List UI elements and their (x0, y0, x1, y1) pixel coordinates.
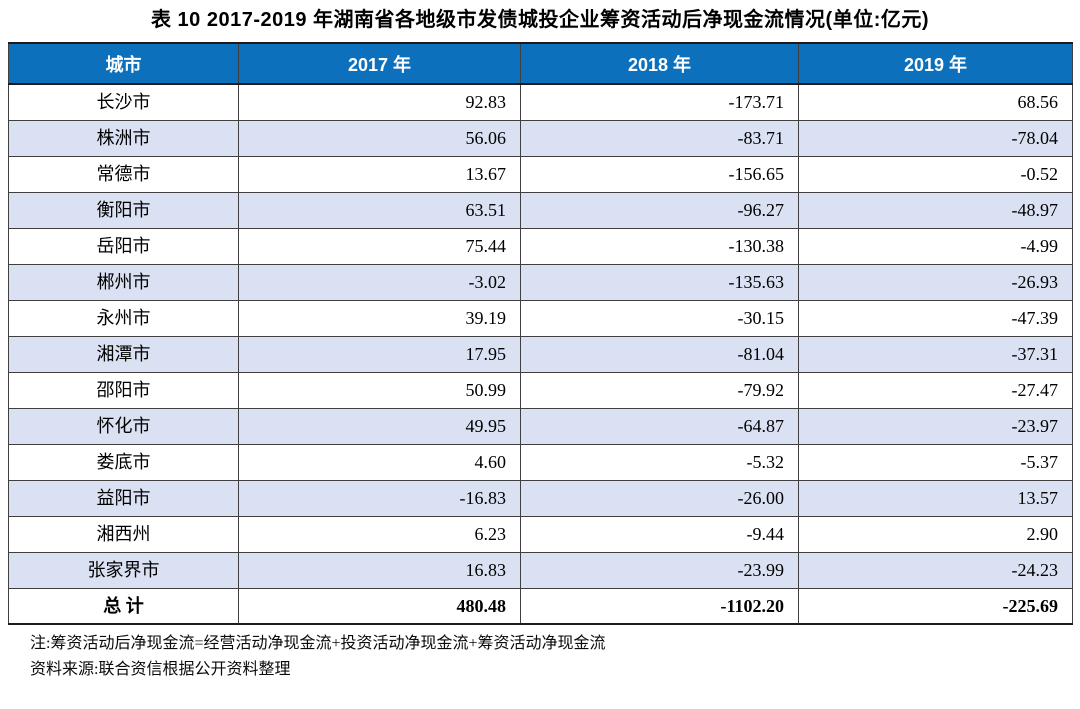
city-cell: 湘西州 (8, 515, 239, 553)
value-cell-2018: -79.92 (520, 371, 799, 409)
column-header-2018: 2018 年 (520, 42, 799, 85)
table-row: 常德市 13.67 -156.65 -0.52 (8, 155, 1073, 193)
city-cell: 常德市 (8, 155, 239, 193)
value-cell-2018: -173.71 (520, 83, 799, 121)
value-cell-2017: 49.95 (238, 407, 521, 445)
value-cell-2017: 92.83 (238, 83, 521, 121)
value-cell-2018: -64.87 (520, 407, 799, 445)
table-row: 张家界市 16.83 -23.99 -24.23 (8, 551, 1073, 589)
value-cell-2019: -225.69 (798, 587, 1073, 625)
table-row: 岳阳市 75.44 -130.38 -4.99 (8, 227, 1073, 265)
city-cell: 邵阳市 (8, 371, 239, 409)
value-cell-2017: -3.02 (238, 263, 521, 301)
value-cell-2018: -1102.20 (520, 587, 799, 625)
city-cell: 岳阳市 (8, 227, 239, 265)
table-header: 城市 2017 年 2018 年 2019 年 (8, 42, 1073, 85)
value-cell-2018: -130.38 (520, 227, 799, 265)
column-header-2019: 2019 年 (798, 42, 1073, 85)
table-row: 株洲市 56.06 -83.71 -78.04 (8, 119, 1073, 157)
table-footnotes: 注:筹资活动后净现金流=经营活动净现金流+投资活动净现金流+筹资活动净现金流 资… (30, 632, 1080, 682)
column-header-city: 城市 (8, 42, 239, 85)
city-cell: 益阳市 (8, 479, 239, 517)
value-cell-2019: -26.93 (798, 263, 1073, 301)
table-row: 邵阳市 50.99 -79.92 -27.47 (8, 371, 1073, 409)
value-cell-2017: 39.19 (238, 299, 521, 337)
city-cell: 张家界市 (8, 551, 239, 589)
table-row: 益阳市 -16.83 -26.00 13.57 (8, 479, 1073, 517)
value-cell-2017: 13.67 (238, 155, 521, 193)
value-cell-2019: 68.56 (798, 83, 1073, 121)
value-cell-2019: 2.90 (798, 515, 1073, 553)
table-body: 长沙市 92.83 -173.71 68.56 株洲市 56.06 -83.71… (8, 83, 1073, 625)
table-row: 总 计 480.48 -1102.20 -225.69 (8, 587, 1073, 625)
value-cell-2019: -48.97 (798, 191, 1073, 229)
city-cell: 衡阳市 (8, 191, 239, 229)
value-cell-2017: 56.06 (238, 119, 521, 157)
value-cell-2017: 4.60 (238, 443, 521, 481)
column-header-2017: 2017 年 (238, 42, 521, 85)
value-cell-2017: 50.99 (238, 371, 521, 409)
table-row: 娄底市 4.60 -5.32 -5.37 (8, 443, 1073, 481)
value-cell-2018: -83.71 (520, 119, 799, 157)
value-cell-2018: -30.15 (520, 299, 799, 337)
value-cell-2017: 16.83 (238, 551, 521, 589)
city-cell: 怀化市 (8, 407, 239, 445)
value-cell-2019: -37.31 (798, 335, 1073, 373)
value-cell-2019: -24.23 (798, 551, 1073, 589)
value-cell-2017: 17.95 (238, 335, 521, 373)
value-cell-2018: -5.32 (520, 443, 799, 481)
value-cell-2017: 63.51 (238, 191, 521, 229)
value-cell-2018: -26.00 (520, 479, 799, 517)
table-title: 表 10 2017-2019 年湖南省各地级市发债城投企业筹资活动后净现金流情况… (150, 9, 930, 31)
note-source: 资料来源:联合资信根据公开资料整理 (30, 661, 291, 678)
value-cell-2017: 480.48 (238, 587, 521, 625)
value-cell-2017: -16.83 (238, 479, 521, 517)
value-cell-2018: -9.44 (520, 515, 799, 553)
city-cell: 株洲市 (8, 119, 239, 157)
value-cell-2017: 75.44 (238, 227, 521, 265)
value-cell-2018: -96.27 (520, 191, 799, 229)
data-table: 城市 2017 年 2018 年 2019 年 长沙市 92.83 -173.7… (8, 42, 1073, 625)
city-cell: 永州市 (8, 299, 239, 337)
value-cell-2019: -47.39 (798, 299, 1073, 337)
table-row: 衡阳市 63.51 -96.27 -48.97 (8, 191, 1073, 229)
table-row: 湘西州 6.23 -9.44 2.90 (8, 515, 1073, 553)
city-cell: 郴州市 (8, 263, 239, 301)
value-cell-2019: -23.97 (798, 407, 1073, 445)
value-cell-2018: -23.99 (520, 551, 799, 589)
city-cell: 总 计 (8, 587, 239, 625)
table-row: 永州市 39.19 -30.15 -47.39 (8, 299, 1073, 337)
note-formula: 注:筹资活动后净现金流=经营活动净现金流+投资活动净现金流+筹资活动净现金流 (30, 635, 606, 652)
header-row: 城市 2017 年 2018 年 2019 年 (8, 42, 1073, 85)
value-cell-2019: -0.52 (798, 155, 1073, 193)
table-row: 湘潭市 17.95 -81.04 -37.31 (8, 335, 1073, 373)
value-cell-2017: 6.23 (238, 515, 521, 553)
value-cell-2019: -78.04 (798, 119, 1073, 157)
table-row: 怀化市 49.95 -64.87 -23.97 (8, 407, 1073, 445)
city-cell: 湘潭市 (8, 335, 239, 373)
value-cell-2019: -5.37 (798, 443, 1073, 481)
table-row: 郴州市 -3.02 -135.63 -26.93 (8, 263, 1073, 301)
value-cell-2019: 13.57 (798, 479, 1073, 517)
city-cell: 长沙市 (8, 83, 239, 121)
value-cell-2018: -81.04 (520, 335, 799, 373)
value-cell-2019: -27.47 (798, 371, 1073, 409)
table-row: 长沙市 92.83 -173.71 68.56 (8, 83, 1073, 121)
city-cell: 娄底市 (8, 443, 239, 481)
value-cell-2018: -135.63 (520, 263, 799, 301)
value-cell-2019: -4.99 (798, 227, 1073, 265)
value-cell-2018: -156.65 (520, 155, 799, 193)
